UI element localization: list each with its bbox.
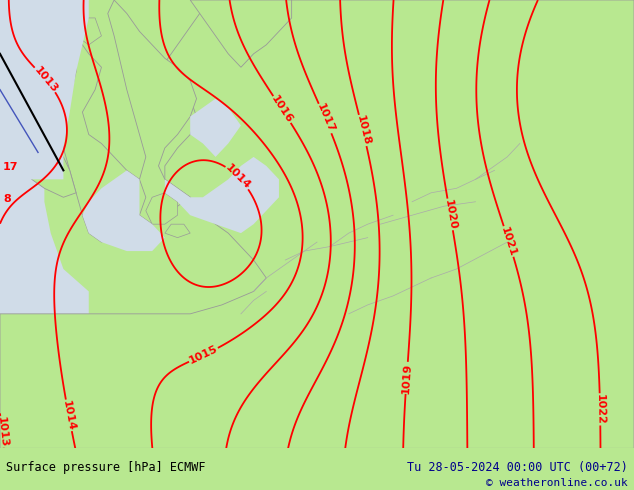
Text: 1015: 1015 — [188, 344, 219, 366]
Text: 1019: 1019 — [401, 362, 413, 393]
Text: 1014: 1014 — [223, 163, 252, 192]
Polygon shape — [165, 157, 279, 233]
Text: 1013: 1013 — [0, 416, 8, 448]
Text: 1021: 1021 — [499, 225, 518, 258]
Text: 1017: 1017 — [314, 102, 336, 135]
Polygon shape — [0, 0, 89, 179]
Text: 1018: 1018 — [354, 114, 372, 147]
Polygon shape — [190, 98, 241, 157]
Text: 1014: 1014 — [61, 399, 77, 432]
Text: © weatheronline.co.uk: © weatheronline.co.uk — [486, 478, 628, 488]
Text: Tu 28-05-2024 00:00 UTC (00+72): Tu 28-05-2024 00:00 UTC (00+72) — [407, 461, 628, 474]
Text: 1016: 1016 — [269, 94, 295, 125]
Text: 1022: 1022 — [595, 394, 605, 425]
Polygon shape — [0, 0, 89, 448]
Polygon shape — [0, 0, 634, 448]
Polygon shape — [63, 36, 146, 242]
Text: Surface pressure [hPa] ECMWF: Surface pressure [hPa] ECMWF — [6, 461, 206, 474]
Text: 1020: 1020 — [443, 198, 458, 230]
Text: 17: 17 — [3, 162, 18, 172]
Text: 8: 8 — [3, 194, 11, 204]
Polygon shape — [165, 224, 190, 238]
Text: 1013: 1013 — [32, 65, 59, 95]
Polygon shape — [146, 193, 178, 224]
Polygon shape — [82, 171, 165, 251]
Polygon shape — [32, 157, 76, 197]
Polygon shape — [190, 0, 292, 67]
Polygon shape — [108, 0, 197, 224]
Polygon shape — [76, 18, 101, 45]
